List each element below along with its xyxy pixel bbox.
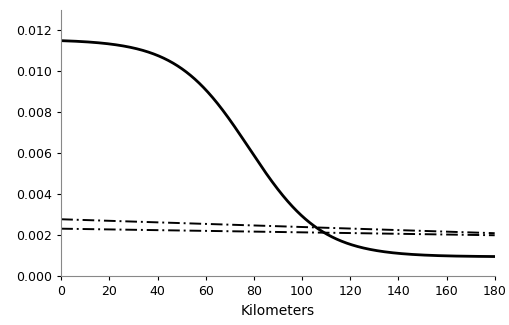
X-axis label: Kilometers: Kilometers <box>240 304 315 318</box>
